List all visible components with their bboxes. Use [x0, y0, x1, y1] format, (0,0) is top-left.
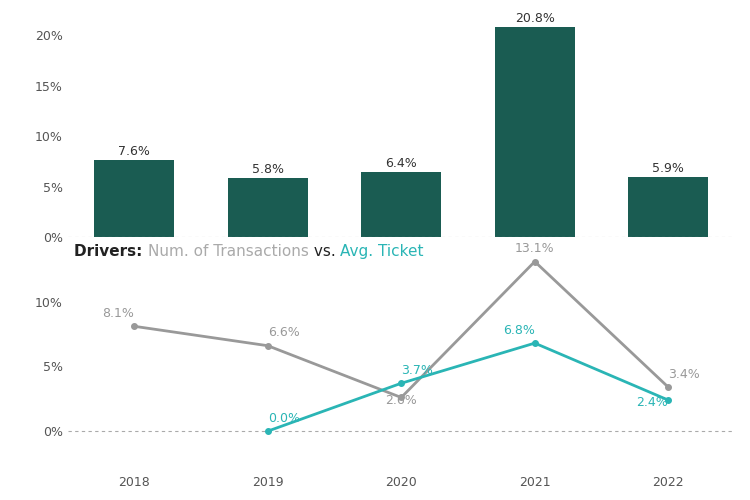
Text: 6.4%: 6.4%: [386, 157, 417, 170]
Text: vs.: vs.: [309, 244, 340, 259]
Bar: [495, 27, 574, 237]
Text: 3.4%: 3.4%: [668, 368, 700, 380]
Text: 5.8%: 5.8%: [252, 163, 284, 176]
Text: 8.1%: 8.1%: [102, 307, 134, 320]
Bar: [94, 160, 174, 237]
Text: Num. of Transactions: Num. of Transactions: [148, 244, 309, 259]
Text: 2.6%: 2.6%: [386, 394, 417, 406]
Text: 6.8%: 6.8%: [503, 324, 535, 336]
Text: Avg. Ticket: Avg. Ticket: [340, 244, 424, 259]
Text: Drivers:: Drivers:: [74, 244, 148, 259]
Text: 7.6%: 7.6%: [118, 145, 150, 158]
Text: 3.7%: 3.7%: [401, 364, 433, 377]
Text: 20.8%: 20.8%: [514, 12, 555, 24]
Bar: [628, 178, 708, 237]
Bar: [362, 172, 441, 237]
Text: 6.6%: 6.6%: [268, 326, 299, 339]
Text: 0.0%: 0.0%: [268, 412, 300, 424]
Text: 13.1%: 13.1%: [515, 242, 554, 255]
Text: 2.4%: 2.4%: [637, 396, 668, 409]
Text: 5.9%: 5.9%: [652, 162, 684, 175]
Bar: [228, 178, 308, 237]
